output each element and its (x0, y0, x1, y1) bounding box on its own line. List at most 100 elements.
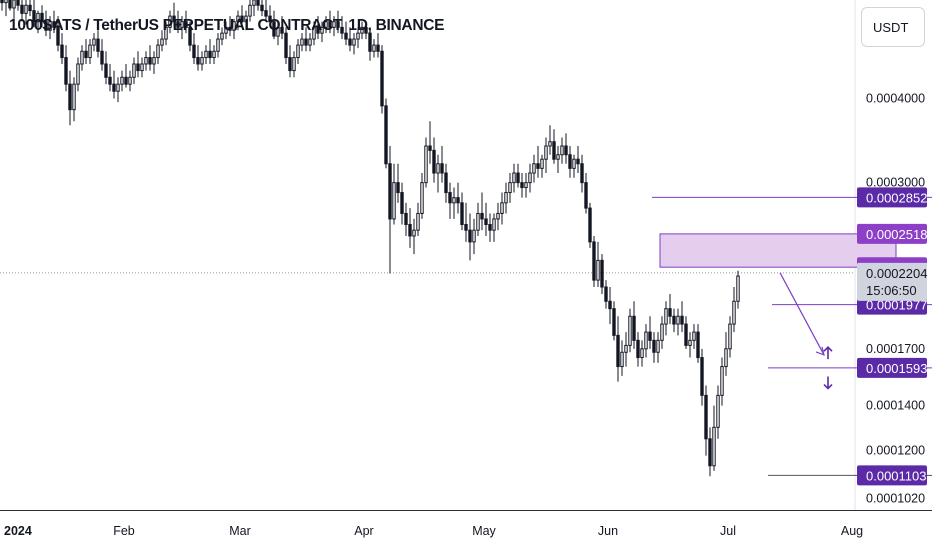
candle-body (148, 57, 152, 65)
candle-body (568, 154, 572, 169)
candle-body (336, 21, 340, 28)
candle-body (132, 63, 136, 78)
candle-body (656, 339, 660, 353)
candle-body (216, 38, 220, 52)
candle-body (72, 83, 76, 111)
candle-body (36, 12, 40, 23)
candle-body (328, 21, 332, 28)
candle-body (12, 0, 16, 9)
candle-body (520, 182, 524, 189)
candle-body (240, 15, 244, 23)
candle-body (628, 315, 632, 346)
candle-body (436, 163, 440, 174)
candle-body (252, 0, 256, 6)
candle-body (308, 38, 312, 46)
candle-body (380, 50, 384, 107)
x-tick-label: Apr (354, 524, 373, 538)
candle-body (92, 38, 96, 46)
candle-body (136, 63, 140, 72)
candle-body (632, 315, 636, 341)
candle-body (340, 26, 344, 34)
candle-body (180, 21, 184, 28)
candle-body (188, 26, 192, 46)
candle-body (284, 32, 288, 59)
candle-body (268, 15, 272, 23)
candle-body (96, 38, 100, 52)
price-tag: 0.0001103 (857, 465, 927, 486)
candle-body (396, 182, 400, 194)
candle-body (684, 323, 688, 346)
currency-button[interactable]: USDT (861, 7, 925, 47)
candle-body (292, 57, 296, 72)
price-tags: 0.00028520.00025180.00022470.00019770.00… (857, 187, 927, 486)
candle-body (700, 357, 704, 396)
candle-body (260, 4, 264, 12)
candle-body (692, 331, 696, 341)
candle-body (508, 182, 512, 194)
candle-body (596, 259, 600, 281)
candle-body (480, 212, 484, 220)
candle-body (608, 300, 612, 310)
current-price-tag: 0.0002204 15:06:50 (857, 262, 927, 301)
x-tick-label: Aug (841, 524, 863, 538)
candle-body (196, 57, 200, 65)
y-tick-label: 0.0003000 (866, 176, 925, 190)
y-tick-label: 0.0001700 (866, 342, 925, 356)
candle-body (644, 331, 648, 350)
candle-body (672, 315, 676, 325)
candle-body (412, 229, 416, 237)
candle-body (212, 50, 216, 59)
price-tag: 0.0002852 (857, 187, 927, 208)
candle-body (464, 224, 468, 231)
candle-body (276, 26, 280, 37)
candle-body (732, 300, 736, 325)
candle-body (120, 76, 124, 85)
candle-body (360, 26, 364, 34)
x-tick-label: Feb (113, 524, 135, 538)
candle-body (620, 351, 624, 368)
candle-body (52, 21, 56, 28)
candle-body (236, 15, 240, 23)
candle-body (288, 57, 292, 72)
candle-body (228, 26, 232, 31)
candle-body (172, 15, 176, 23)
candle-body (316, 26, 320, 34)
candle-body (164, 26, 168, 40)
candle-body (48, 21, 52, 31)
price-tag-box (857, 223, 927, 244)
candle-body (356, 32, 360, 40)
candle-body (560, 145, 564, 156)
candle-body (108, 76, 112, 85)
candle-body (24, 4, 28, 14)
x-tick-label: Jun (598, 524, 618, 538)
candle-body (392, 182, 396, 220)
candle-body (400, 192, 404, 214)
candle-body (40, 12, 44, 23)
candle-body (4, 0, 8, 4)
candle-body (616, 334, 620, 368)
candle-body (20, 4, 24, 14)
candle-body (384, 105, 388, 165)
drawing-tools[interactable] (652, 196, 932, 476)
candle-body (368, 32, 372, 52)
candle-body (244, 15, 248, 23)
candle-body (404, 212, 408, 226)
candle-body (424, 145, 428, 184)
candle-body (116, 83, 120, 92)
candle-body (408, 224, 412, 237)
candle-body (496, 212, 500, 220)
candle-body (208, 50, 212, 59)
candle-body (8, 0, 12, 9)
candle-body (224, 26, 228, 34)
candle-body (16, 0, 20, 6)
candle-body (204, 50, 208, 59)
y-tick-label: 0.0001200 (866, 444, 925, 458)
arrow-head (823, 346, 833, 352)
candle-body (280, 26, 284, 34)
candle-body (540, 158, 544, 169)
candle-body (492, 218, 496, 231)
candle-body (160, 38, 164, 46)
candle-body (704, 394, 708, 440)
x-tick-label: 2024 (4, 524, 32, 538)
